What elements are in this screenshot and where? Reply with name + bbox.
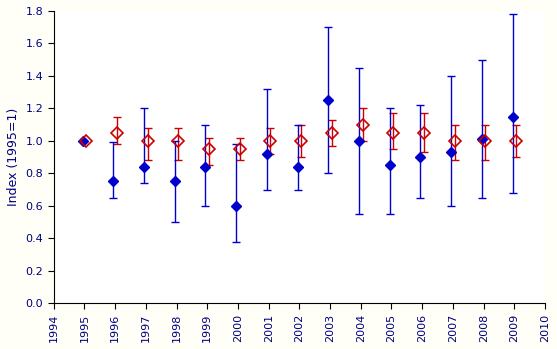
BTO (236, 147, 243, 151)
Y-axis label: Index (1995=1): Index (1995=1) (7, 108, 20, 206)
BTO (83, 139, 90, 143)
BTO (298, 139, 305, 143)
BTO (206, 147, 212, 151)
Line: BTO: BTO (82, 120, 520, 153)
BTO (267, 139, 274, 143)
BTO (451, 139, 458, 143)
BTO (175, 139, 182, 143)
BTO (329, 131, 335, 135)
BTO (359, 122, 366, 127)
BTO (421, 131, 427, 135)
BTO (482, 139, 489, 143)
BTO (390, 131, 397, 135)
BTO (114, 131, 120, 135)
BTO (513, 139, 520, 143)
BTO (144, 139, 151, 143)
